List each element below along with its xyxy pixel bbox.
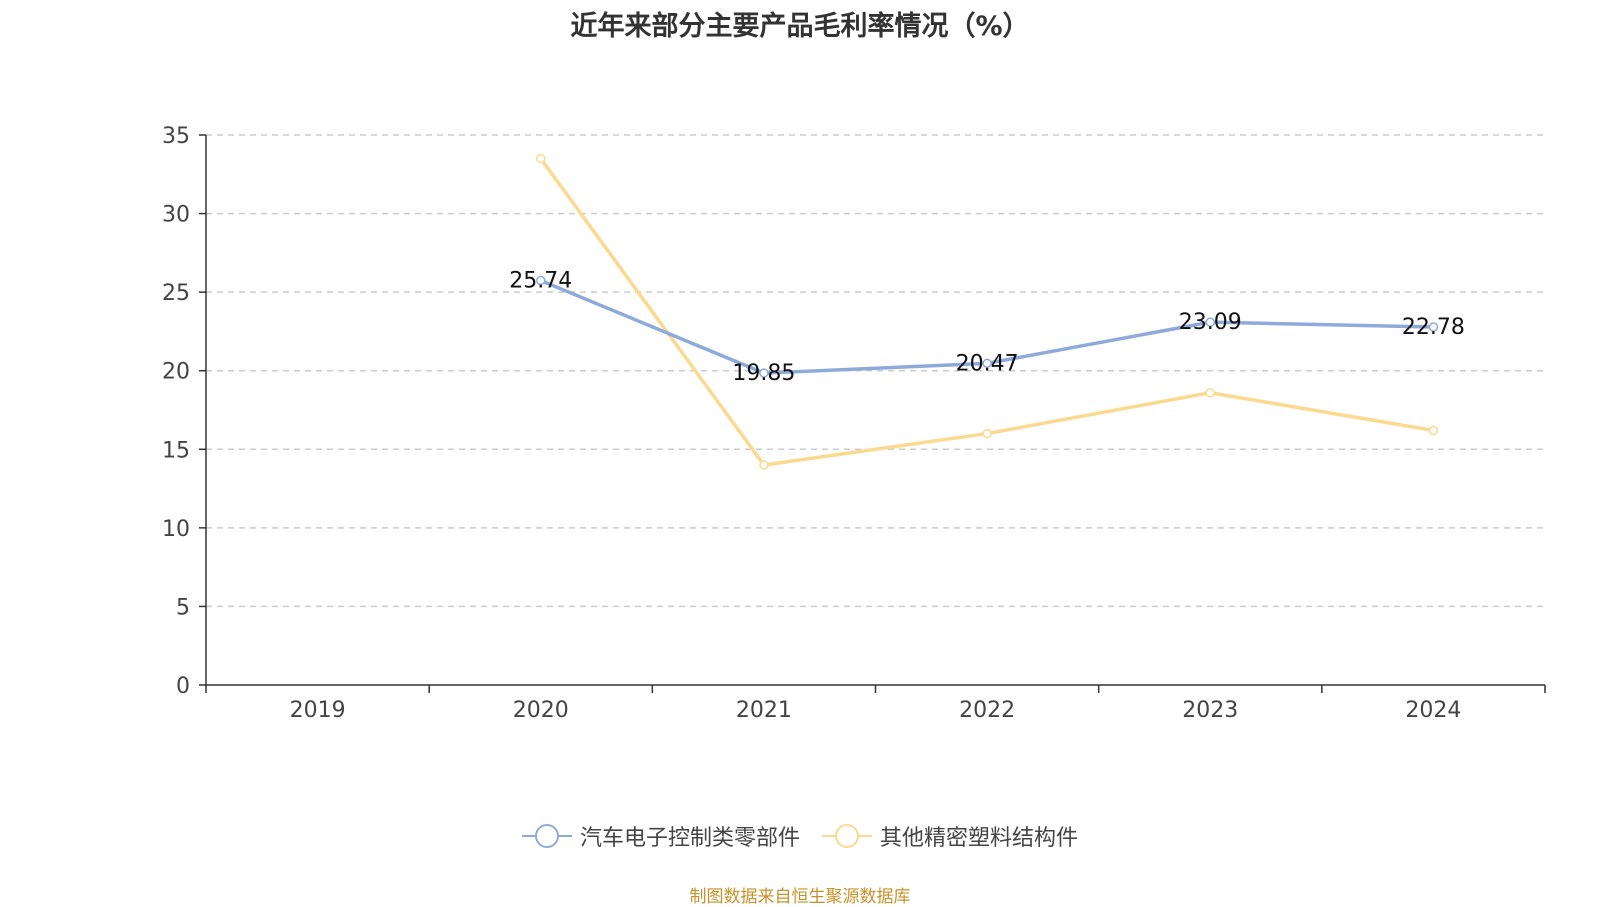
series-line: [539, 157, 1434, 467]
x-tick-label: 2022: [959, 698, 1015, 723]
legend-label: 其他精密塑料结构件: [880, 826, 1079, 851]
data-label: 23.09: [1179, 310, 1242, 335]
data-source-note: 制图数据来自恒生聚源数据库: [689, 887, 911, 907]
legend-marker-icon: [822, 824, 872, 848]
data-labels: 25.74 19.85 20.47 23.09 22.78: [509, 269, 1465, 387]
data-point: [759, 368, 769, 378]
legend-item-series-1[interactable]: 汽车电子控制类零部件: [521, 820, 800, 852]
legend-marker-icon: [521, 824, 572, 848]
x-tick-label: 2019: [290, 698, 346, 723]
x-tick-label: 2023: [1182, 698, 1238, 723]
legend-item-series-2[interactable]: 其他精密塑料结构件: [822, 820, 1078, 852]
data-point: [1428, 425, 1439, 436]
data-label: 20.47: [956, 351, 1019, 376]
chart-title: 近年来部分主要产品毛利率情况（%）: [570, 11, 1030, 42]
y-tick-label: 20: [162, 360, 190, 385]
y-tick-label: 30: [162, 203, 190, 228]
y-tick-label: 35: [162, 124, 190, 149]
y-tick-label: 0: [176, 674, 190, 699]
data-label: 19.85: [732, 361, 795, 386]
data-point: [1205, 387, 1215, 398]
data-point: [536, 153, 546, 164]
axes: [199, 134, 1546, 693]
legend-label: 汽车电子控制类零部件: [579, 826, 800, 851]
y-tick-label: 10: [162, 517, 190, 542]
data-point: [982, 358, 992, 369]
y-tick-label: 25: [162, 281, 190, 306]
x-tick-label: 2021: [736, 698, 792, 723]
y-tick-labels: 0 5 10 15 20 25 30 35: [162, 124, 190, 699]
x-tick-labels: 2019 2020 2021 2022 2023 2024: [290, 698, 1462, 723]
data-point: [536, 275, 546, 286]
data-label: 25.74: [509, 269, 572, 294]
x-tick-label: 2020: [513, 698, 569, 723]
legend: 汽车电子控制类零部件 其他精密塑料结构件: [0, 820, 1600, 852]
data-point: [982, 428, 992, 439]
data-point: [1428, 322, 1439, 332]
data-point: [759, 460, 769, 470]
grid-lines: [206, 134, 1545, 608]
data-point: [1205, 317, 1215, 327]
series-lines: [536, 153, 1439, 470]
y-tick-label: 15: [162, 438, 190, 463]
y-tick-label: 5: [176, 595, 190, 620]
data-label: 22.78: [1402, 315, 1465, 340]
x-tick-label: 2024: [1405, 698, 1461, 723]
